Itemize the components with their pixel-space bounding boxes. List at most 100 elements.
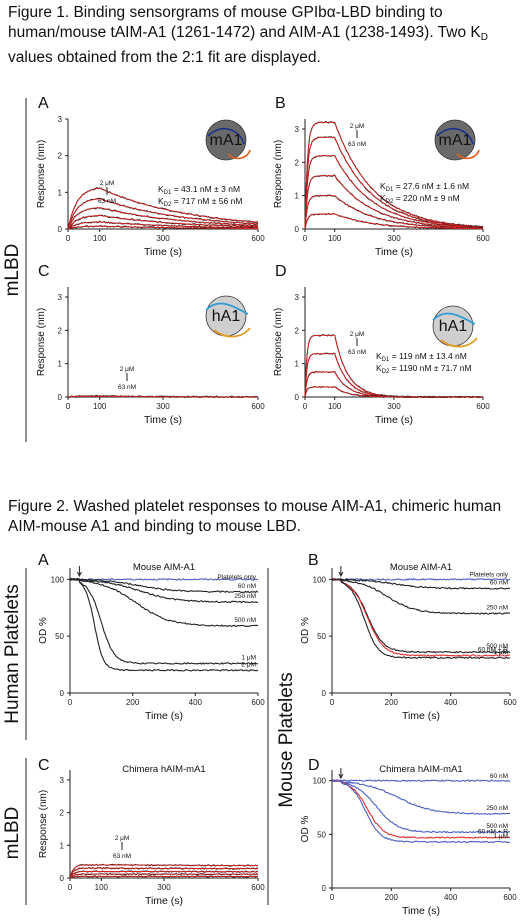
x-tick-label: 0 (68, 698, 73, 707)
chart-panel-1b: 0 100 300 600 0 1 2 3 Time (s) Response (nm) B 2 μM… (273, 95, 490, 258)
kd2-symbol: K (376, 363, 382, 373)
kd2-value: = 1190 nM ± 71.7 nM (389, 363, 471, 373)
y-tick-label: 2 (295, 326, 300, 335)
protein-icon-label: mA1 (439, 132, 472, 149)
series-label: 60 nM (238, 583, 256, 590)
series-label: 60 nM (490, 579, 508, 586)
kd1-value: = 27.6 nM ± 1.6 nM (393, 181, 469, 191)
x-tick-label: 300 (156, 234, 170, 243)
y-tick-label: 100 (51, 575, 65, 584)
figure1-caption-post: values obtained from the 2:1 fit are dis… (8, 49, 321, 66)
series-label: 1 μM (493, 649, 508, 656)
series-label: Platelets only (469, 572, 508, 579)
x-tick-label: 0 (66, 234, 71, 243)
x-tick-label: 600 (251, 698, 265, 707)
x-tick-label: 0 (66, 402, 71, 411)
x-axis-label: Time (s) (375, 414, 413, 426)
fit-curve (69, 864, 258, 879)
panel-title: Mouse AIM-A1 (390, 562, 452, 573)
kd2-symbol: K (380, 193, 386, 203)
x-tick-label: 100 (95, 883, 109, 892)
y-tick-label: 0 (60, 689, 65, 698)
y-axis-label: Response (nm) (38, 790, 49, 858)
series-label: 500 nM (486, 643, 508, 650)
figure2-row-label-mlbd: mLBD (2, 807, 23, 860)
x-tick-label: 600 (251, 883, 265, 892)
y-tick-label: 100 (313, 777, 327, 786)
x-tick-label: 600 (251, 402, 265, 411)
kd1-value: = 43.1 nM ± 3 nM (171, 184, 240, 194)
aggregation-trace (331, 779, 511, 839)
y-tick-label: 1 (60, 841, 65, 850)
x-tick-label: 600 (503, 698, 517, 707)
lbd-ribbon-icon (456, 149, 480, 160)
figure2-caption: Figure 2. Washed platelet responses to m… (8, 497, 516, 537)
figure1-caption-pre: Figure 1. Binding sensorgrams of mouse G… (8, 4, 481, 41)
x-tick-label: 100 (93, 234, 107, 243)
kd2-label: KD2 = 220 nM ± 9 nM (380, 193, 460, 205)
lbd-ribbon-icon (205, 302, 249, 315)
concentration-bottom: 63 nM (113, 853, 131, 860)
kd2-subscript: D2 (382, 369, 390, 375)
addition-arrow-head (338, 773, 344, 780)
lbd-ribbon-icon (440, 337, 478, 348)
y-tick-label: 0 (322, 884, 327, 893)
concentration-bottom: 63 nM (118, 384, 136, 391)
aggregation-trace (331, 577, 511, 660)
x-tick-label: 0 (303, 234, 308, 243)
panel-title: Chimera hAIM-mA1 (379, 764, 462, 775)
x-axis-label: Time (s) (145, 895, 183, 907)
aggregation-trace (331, 779, 510, 815)
kd2-value: = 220 nM ± 9 nM (393, 193, 459, 203)
kd1-label: KD1 = 119 nM ± 13.4 nM (376, 351, 467, 363)
lbd-ribbon-icon (436, 127, 474, 145)
x-axis-label: Time (s) (145, 710, 183, 722)
panel-title: Chimera hAIM-mA1 (122, 764, 205, 775)
x-tick-label: 0 (330, 698, 335, 707)
fit-curve (304, 175, 484, 230)
series-label: 500 nM (486, 823, 508, 830)
panel-letter: D (275, 263, 287, 280)
fit-curve (67, 207, 258, 230)
lbd-ribbon-icon (207, 127, 245, 145)
panel-title: Mouse AIM-A1 (133, 562, 195, 573)
series-label: 2 μM (241, 661, 256, 668)
y-tick-label: 1 (58, 188, 63, 197)
panel-letter: B (308, 552, 319, 569)
x-axis-label: Time (s) (402, 710, 440, 722)
aggregation-trace (69, 578, 259, 628)
kd1-symbol: K (158, 184, 164, 194)
y-tick-label: 2 (58, 152, 63, 161)
chart-panel-2b: 0 200 400 600 0 50 100 Time (s) OD % B Mouse AIM-A… (300, 552, 517, 722)
panel-letter: C (38, 757, 50, 774)
lbd-ribbon-icon (213, 327, 251, 338)
protein-icon-label: hA1 (439, 318, 468, 335)
y-tick-label: 2 (60, 809, 65, 818)
x-tick-label: 300 (156, 402, 170, 411)
x-tick-label: 300 (157, 883, 171, 892)
chart-panel-2a: 0 200 400 600 0 50 100 Time (s) OD % A Mouse AIM-A… (38, 552, 265, 722)
chart-panel-1c: 0 100 300 600 0 1 2 3 Time (s) Response (nm) C 2 μM… (36, 263, 265, 426)
kd2-label: KD2 = 1190 nM ± 71.7 nM (376, 363, 472, 375)
x-axis-label: Time (s) (144, 414, 182, 426)
x-tick-label: 200 (385, 893, 399, 902)
addition-arrow-head (76, 571, 82, 578)
x-tick-label: 0 (68, 883, 73, 892)
y-axis-label: OD % (38, 617, 49, 644)
series-label: 60 nM (490, 773, 508, 780)
concentration-top: 2 μM (350, 331, 365, 338)
concentration-top: 2 μM (350, 123, 365, 130)
aggregation-trace (69, 577, 259, 672)
figure2-row-label-mouse: Mouse Platelets (276, 672, 297, 807)
concentration-bottom: 63 nM (348, 141, 366, 148)
figure2-row-label-human: Human Platelets (2, 584, 23, 723)
series-label: 250 nM (486, 604, 508, 611)
y-tick-label: 0 (295, 225, 300, 234)
kd1-subscript: D1 (386, 187, 394, 193)
chart-panel-2d: 0 200 400 600 0 50 100 Time (s) OD % D Chimera hAI… (300, 757, 517, 917)
y-tick-label: 1 (295, 192, 300, 201)
figure1-caption: Figure 1. Binding sensorgrams of mouse G… (8, 3, 516, 68)
series-label: 1 μM (493, 833, 508, 840)
y-tick-label: 50 (55, 632, 64, 641)
